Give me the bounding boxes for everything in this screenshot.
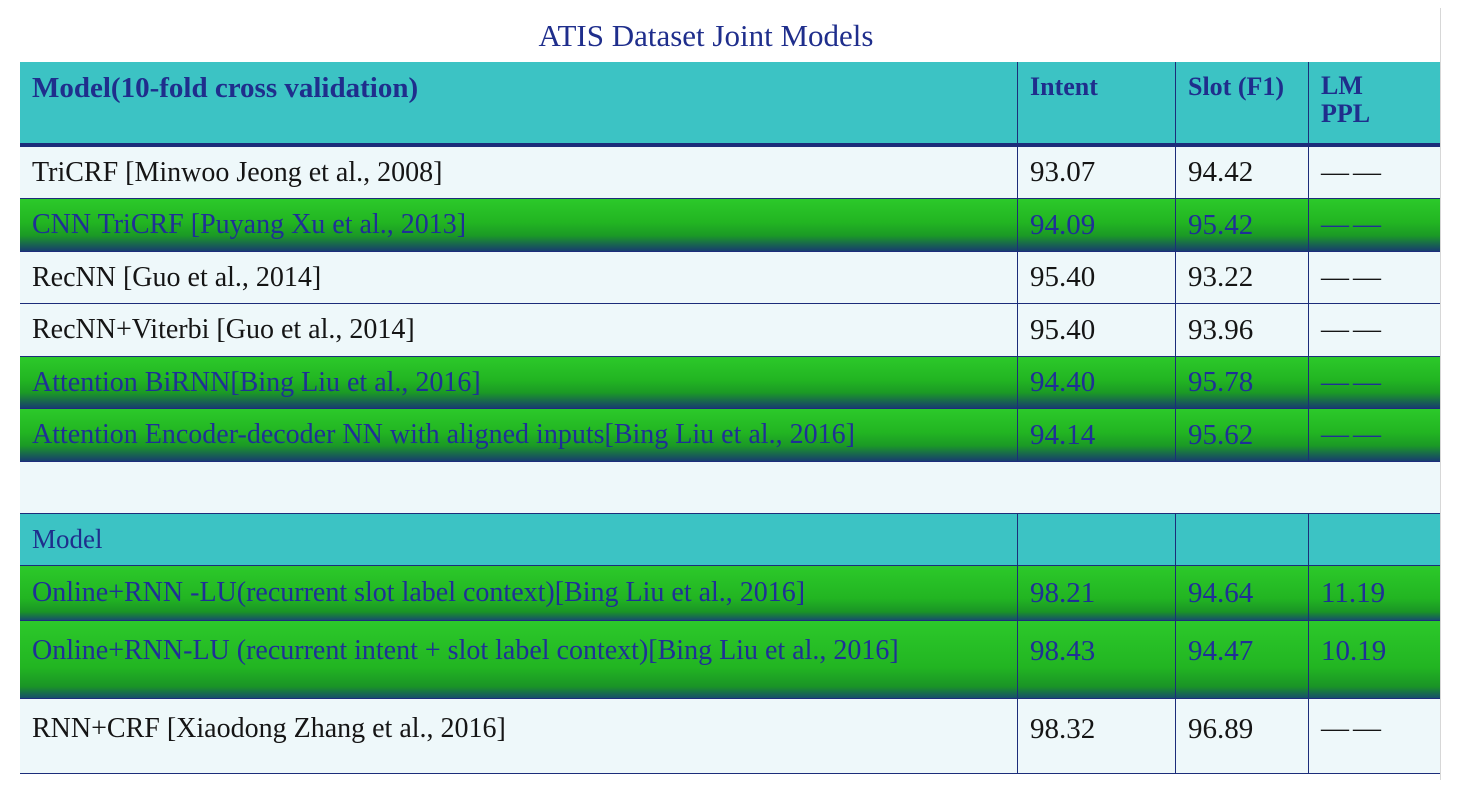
row-lm: —— bbox=[1321, 366, 1385, 398]
row-model: CNN TriCRF [Puyang Xu et al., 2013] bbox=[20, 199, 1018, 251]
subheader-model: Model bbox=[20, 514, 1018, 565]
row-intent: 95.40 bbox=[1018, 304, 1176, 356]
table-spacer-row bbox=[20, 462, 1440, 514]
results-table: Model(10-fold cross validation) Intent S… bbox=[20, 62, 1440, 774]
row-model: Online+RNN -LU(recurrent slot label cont… bbox=[20, 566, 1018, 620]
row-slot: 94.64 bbox=[1176, 566, 1309, 620]
subheader-lm bbox=[1309, 514, 1440, 565]
header-lm: LM bbox=[1321, 71, 1363, 100]
row-intent: 94.14 bbox=[1018, 409, 1176, 461]
row-intent: 95.40 bbox=[1018, 252, 1176, 303]
header-slot: Slot (F1) bbox=[1176, 62, 1309, 143]
header-model: Model(10-fold cross validation) bbox=[20, 62, 1018, 143]
row-intent: 98.21 bbox=[1018, 566, 1176, 620]
row-model: RecNN+Viterbi [Guo et al., 2014] bbox=[20, 304, 1018, 356]
row-intent: 93.07 bbox=[1018, 147, 1176, 198]
table-subheader-row: Model bbox=[20, 514, 1440, 566]
row-model: TriCRF [Minwoo Jeong et al., 2008] bbox=[20, 147, 1018, 198]
row-slot: 95.78 bbox=[1176, 357, 1309, 408]
subheader-slot bbox=[1176, 514, 1309, 565]
table-row: Online+RNN -LU(recurrent slot label cont… bbox=[20, 566, 1440, 621]
table-row: TriCRF [Minwoo Jeong et al., 2008] 93.07… bbox=[20, 147, 1440, 199]
row-intent: 94.40 bbox=[1018, 357, 1176, 408]
header-lm-ppl: LM PPL bbox=[1309, 62, 1440, 143]
row-model: RNN+CRF [Xiaodong Zhang et al., 2016] bbox=[20, 699, 1018, 773]
row-slot: 93.22 bbox=[1176, 252, 1309, 303]
header-intent: Intent bbox=[1018, 62, 1176, 143]
table-row: RecNN+Viterbi [Guo et al., 2014] 95.40 9… bbox=[20, 304, 1440, 357]
row-lm: —— bbox=[1321, 209, 1385, 240]
row-lm: —— bbox=[1321, 419, 1385, 450]
row-lm: —— bbox=[1321, 314, 1385, 345]
row-lm: —— bbox=[1321, 156, 1385, 188]
row-model: Attention Encoder-decoder NN with aligne… bbox=[20, 409, 1018, 461]
header-ppl: PPL bbox=[1321, 99, 1371, 128]
row-model: Online+RNN-LU (recurrent intent + slot l… bbox=[20, 621, 1018, 698]
row-slot: 93.96 bbox=[1176, 304, 1309, 356]
row-slot: 96.89 bbox=[1176, 699, 1309, 773]
row-lm: —— bbox=[1321, 713, 1385, 744]
row-intent: 98.32 bbox=[1018, 699, 1176, 773]
table-row: Online+RNN-LU (recurrent intent + slot l… bbox=[20, 621, 1440, 699]
row-slot: 95.42 bbox=[1176, 199, 1309, 251]
row-intent: 94.09 bbox=[1018, 199, 1176, 251]
table-row: RecNN [Guo et al., 2014] 95.40 93.22 —— bbox=[20, 252, 1440, 304]
subheader-intent bbox=[1018, 514, 1176, 565]
page-edge-rule bbox=[1440, 8, 1441, 780]
row-lm: 10.19 bbox=[1321, 635, 1387, 667]
table-row: CNN TriCRF [Puyang Xu et al., 2013] 94.0… bbox=[20, 199, 1440, 252]
spacer-cell bbox=[20, 462, 1018, 513]
row-intent: 98.43 bbox=[1018, 621, 1176, 698]
table-header-row: Model(10-fold cross validation) Intent S… bbox=[20, 62, 1440, 147]
row-lm: 11.19 bbox=[1321, 576, 1386, 609]
row-slot: 95.62 bbox=[1176, 409, 1309, 461]
row-slot: 94.47 bbox=[1176, 621, 1309, 698]
table-row: Attention Encoder-decoder NN with aligne… bbox=[20, 409, 1440, 462]
row-model: RecNN [Guo et al., 2014] bbox=[20, 252, 1018, 303]
row-slot: 94.42 bbox=[1176, 147, 1309, 198]
row-lm: —— bbox=[1321, 261, 1385, 293]
table-title: ATIS Dataset Joint Models bbox=[538, 18, 874, 53]
table-row: RNN+CRF [Xiaodong Zhang et al., 2016] 98… bbox=[20, 699, 1440, 774]
row-model: Attention BiRNN[Bing Liu et al., 2016] bbox=[20, 357, 1018, 408]
table-row: Attention BiRNN[Bing Liu et al., 2016] 9… bbox=[20, 357, 1440, 409]
